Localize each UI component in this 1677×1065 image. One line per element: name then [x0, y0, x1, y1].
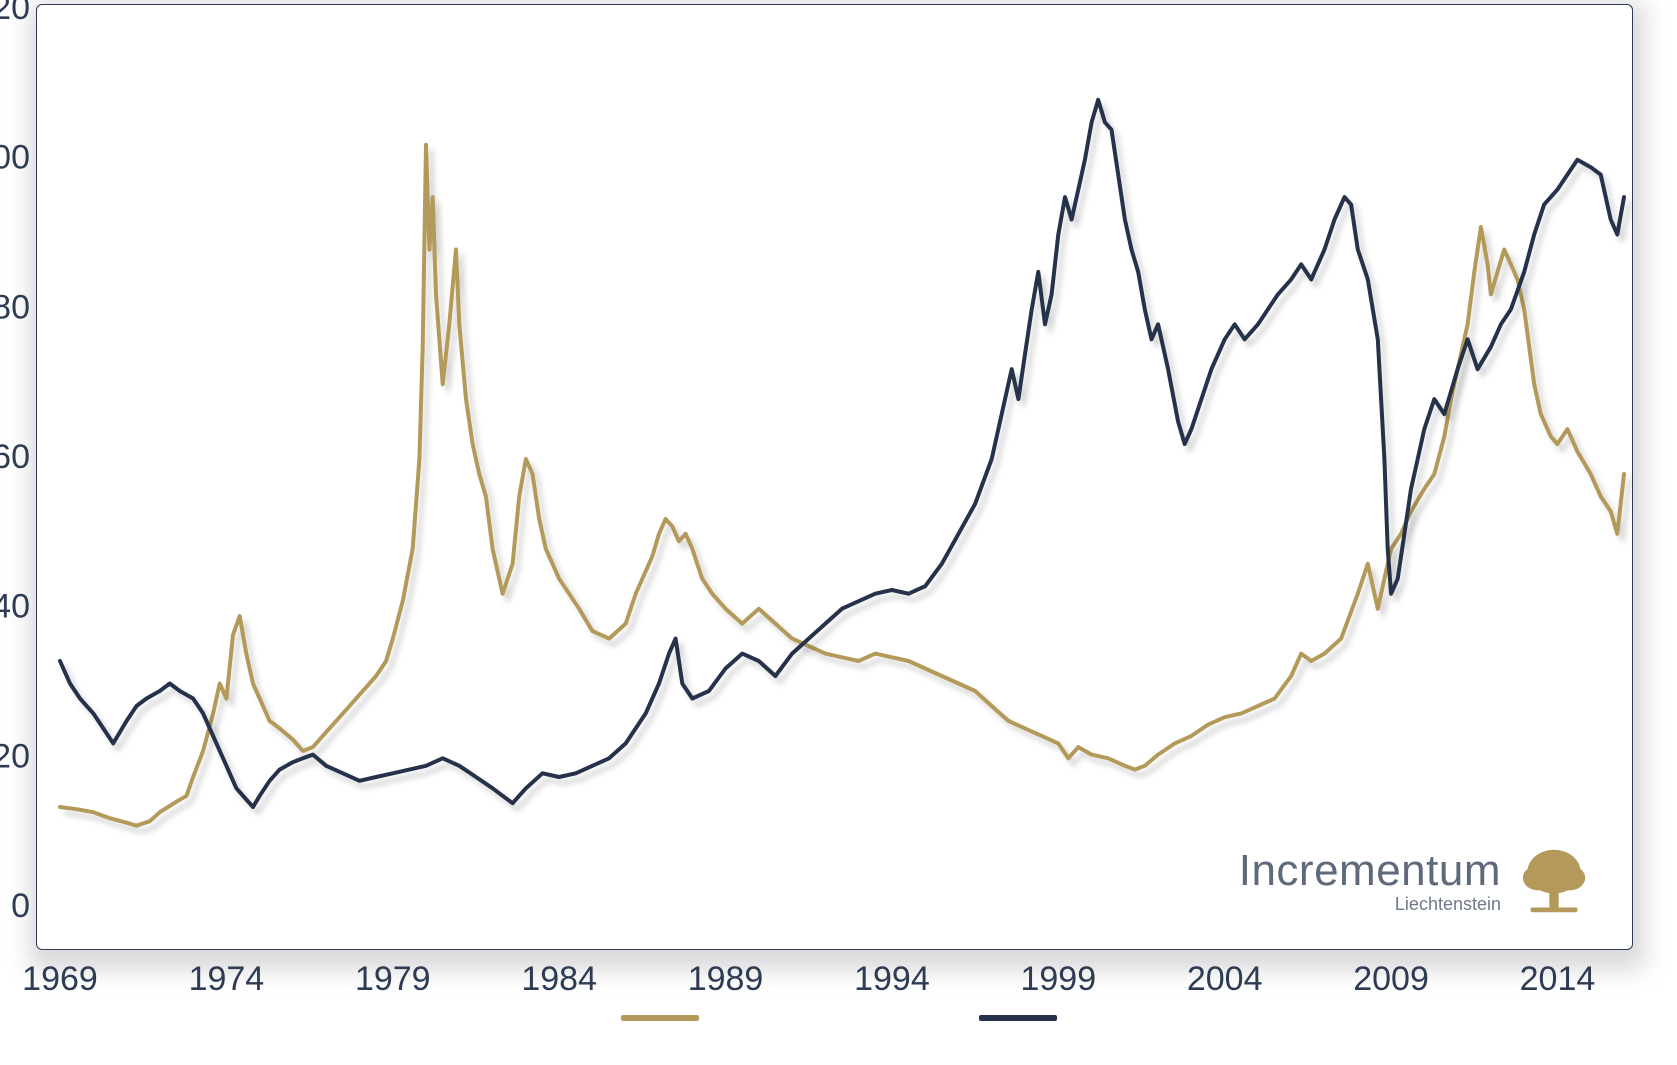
series-2 — [60, 100, 1624, 807]
legend-swatch-1 — [621, 1015, 699, 1021]
x-tick-label: 1989 — [688, 960, 764, 998]
x-tick-label: 2014 — [1520, 960, 1596, 998]
x-tick-label: 1969 — [22, 960, 98, 998]
x-tick-label: 2004 — [1187, 960, 1263, 998]
y-tick-label: 100 — [0, 139, 30, 177]
x-tick-label: 2009 — [1353, 960, 1429, 998]
series-1 — [60, 145, 1624, 826]
x-tick-label: 1984 — [521, 960, 597, 998]
x-tick-label: 1999 — [1020, 960, 1096, 998]
x-tick-label: 1974 — [189, 960, 265, 998]
y-tick-label: 60 — [0, 438, 30, 476]
y-tick-label: 120 — [0, 0, 30, 27]
legend-swatch-2 — [979, 1015, 1057, 1021]
y-tick-label: 40 — [0, 588, 30, 626]
x-tick-label: 1994 — [854, 960, 930, 998]
legend — [621, 1015, 1057, 1021]
x-tick-label: 1979 — [355, 960, 431, 998]
chart-stage: 0 20 40 60 80 100 120 1969 1974 1979 1984 1989 1994 1… — [0, 0, 1677, 1065]
chart-plot: 0 20 40 60 80 100 120 1969 1974 1979 1984 1989 1994 1… — [0, 0, 1677, 1065]
y-tick-label: 0 — [11, 887, 30, 925]
y-tick-label: 20 — [0, 737, 30, 775]
y-tick-label: 80 — [0, 288, 30, 326]
